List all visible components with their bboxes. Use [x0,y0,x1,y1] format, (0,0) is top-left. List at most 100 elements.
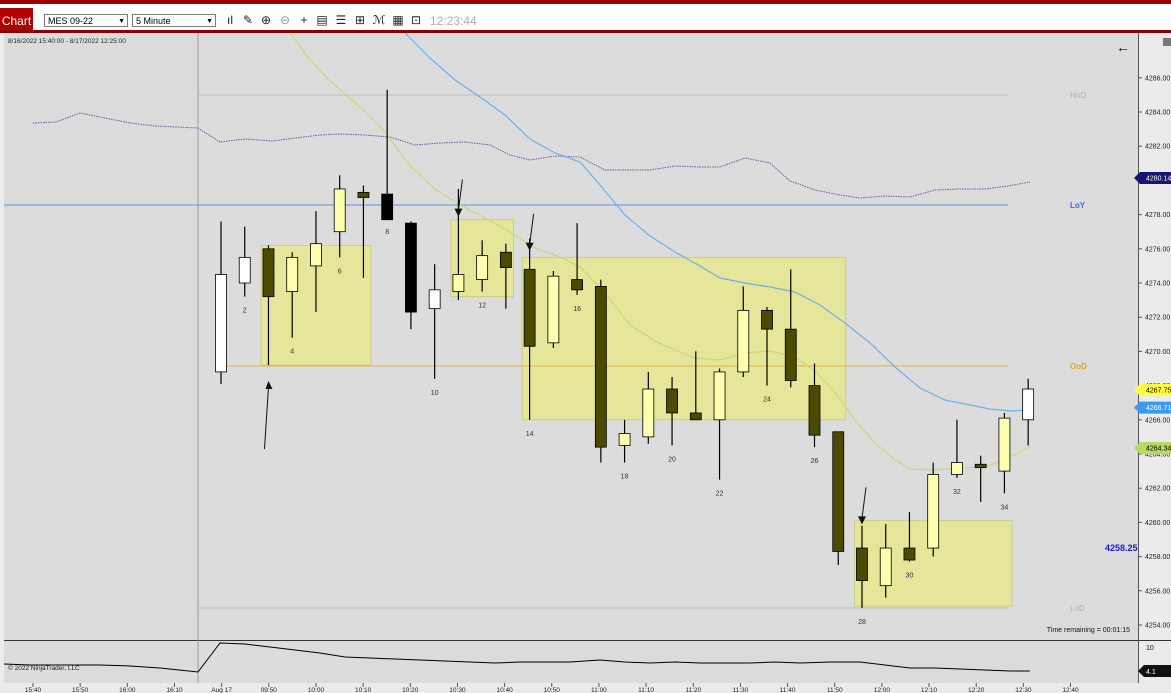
zoom-in-icon[interactable]: ⊕ [260,13,272,27]
candles-layer [215,89,1035,608]
lod-label: LoD [1070,604,1085,613]
price-tick-label-7: 4272.00 [1145,315,1170,322]
interval-value: 5 Minute [136,16,171,26]
candle-body-11 [452,274,465,292]
candle-body-20 [666,388,678,414]
candle-body-23 [737,309,750,373]
price-marker-1 [1134,172,1171,185]
candle-body-25 [784,328,797,381]
arrows-layer [263,179,867,525]
bar-number-16: 16 [573,306,581,313]
back-arrow-icon[interactable]: ← [1116,39,1130,55]
templates-icon[interactable]: ▦ [392,13,404,27]
bar-number-30: 30 [906,573,914,580]
clock: 12:23:44 [430,14,477,28]
time-tick-label-7: 10:10 [355,687,372,693]
price-tick-label-13: 4260.00 [1145,520,1170,527]
price-marker-2 [1134,383,1171,396]
zone-3 [521,256,847,421]
indicators-icon[interactable]: ℳ [372,13,386,27]
bar-number-18: 18 [621,474,629,481]
bar-number-22: 22 [716,491,724,498]
chevron-down-icon: ▼ [206,18,213,25]
candle-body-32 [951,462,963,475]
window-border [0,30,1171,33]
candle-body-21 [689,412,702,421]
candle-body-30 [903,547,916,561]
interval-selector[interactable]: 5 Minute ▼ [132,14,216,27]
price-marker-text-1: 4280.14 [1146,176,1171,183]
zoom-out-icon[interactable]: ⊖ [279,13,291,27]
bar-number-6: 6 [338,268,342,275]
candle-body-5 [310,243,322,267]
candle-body-29 [879,547,892,587]
price-marker-text-3: 4266.71 [1146,405,1171,412]
chevron-down-icon: ▼ [118,18,125,25]
price-marker-4 [1134,442,1171,455]
price-marker-text-2: 4267.75 [1146,387,1171,394]
time-tick-label-18: 12:00 [874,687,891,693]
panel-menu-icon[interactable] [1163,38,1171,46]
chart-tab[interactable]: Chart [0,8,33,34]
data-box-icon[interactable]: ▤ [316,13,328,27]
time-tick-label-3: 16:10 [166,687,183,693]
properties-icon[interactable]: ☰ [335,13,347,27]
price-tick-label-5: 4276.00 [1145,246,1170,253]
candle-body-31 [927,474,940,549]
candle-body-1 [215,274,227,373]
candle-body-35 [1022,388,1035,421]
time-tick-label-13: 11:10 [638,687,654,693]
price-tick-label-12: 4262.00 [1145,486,1170,493]
time-tick-label-21: 12:30 [1015,687,1032,693]
sub-value-text: 4.1 [1146,669,1156,676]
bar-type-icon[interactable]: ıl [227,13,233,27]
time-remaining-label: Time remaining = 00:01:15 [1047,627,1130,634]
candle-body-10 [428,289,441,310]
bar-number-8: 8 [385,229,389,236]
price-tick-label-6: 4274.00 [1145,281,1170,288]
time-tick-label-16: 11:40 [780,687,796,693]
candle-body-17 [594,286,607,448]
crosshair-icon[interactable]: + [300,13,308,27]
time-tick-label-20: 12:20 [968,687,985,693]
chart-canvas[interactable]: HoD LoY OoD LoD 246810121416182022242628… [0,33,1171,693]
price-tick-label-2: 4282.00 [1145,144,1170,151]
candle-body-18 [618,433,631,446]
price-tick-label-4: 4278.00 [1145,212,1170,219]
arrow-shaft-3 [529,213,535,245]
instrument-selector[interactable]: MES 09-22 ▼ [44,14,128,27]
candle-body-2 [238,256,251,284]
strategies-icon[interactable]: ⊞ [354,13,366,27]
price-tick-label-16: 4254.00 [1145,623,1170,630]
candle-body-27 [832,431,845,552]
price-tick-label-11: 4264.00 [1145,452,1170,459]
candle-body-4 [286,256,299,292]
arrow-head-1 [265,381,273,390]
sub-axis-tick: 10 [1146,645,1154,652]
candle-body-34 [998,417,1011,472]
instrument-value: MES 09-22 [48,16,94,26]
bar-number-34: 34 [1001,504,1009,511]
price-tick-label-14: 4258.00 [1145,554,1170,561]
bar-number-24: 24 [763,397,771,404]
candle-body-6 [333,188,346,233]
bar-number-12: 12 [478,303,486,310]
time-tick-label-4: Aug 17 [211,687,232,693]
candle-body-9 [405,222,417,313]
candle-body-26 [808,385,821,436]
candle-body-24 [761,309,773,330]
price-marker-text-4: 4264.34 [1146,446,1171,453]
chart-toolbar: Chart MES 09-22 ▼ 5 Minute ▼ ıl ✎ ⊕ ⊖ + ▤ … [0,0,1171,34]
window-linking-icon[interactable]: ⊡ [410,13,422,27]
candle-body-3 [262,248,275,298]
arrow-shaft-4 [861,487,867,519]
draw-pencil-icon[interactable]: ✎ [242,13,254,27]
candle-body-12 [476,255,489,280]
time-tick-label-5: 09:50 [261,687,278,693]
bar-number-26: 26 [811,458,819,465]
candle-body-19 [642,388,655,438]
bar-number-2: 2 [243,308,247,315]
time-tick-label-1: 15:50 [72,687,89,693]
sub-value-marker [1138,665,1171,677]
